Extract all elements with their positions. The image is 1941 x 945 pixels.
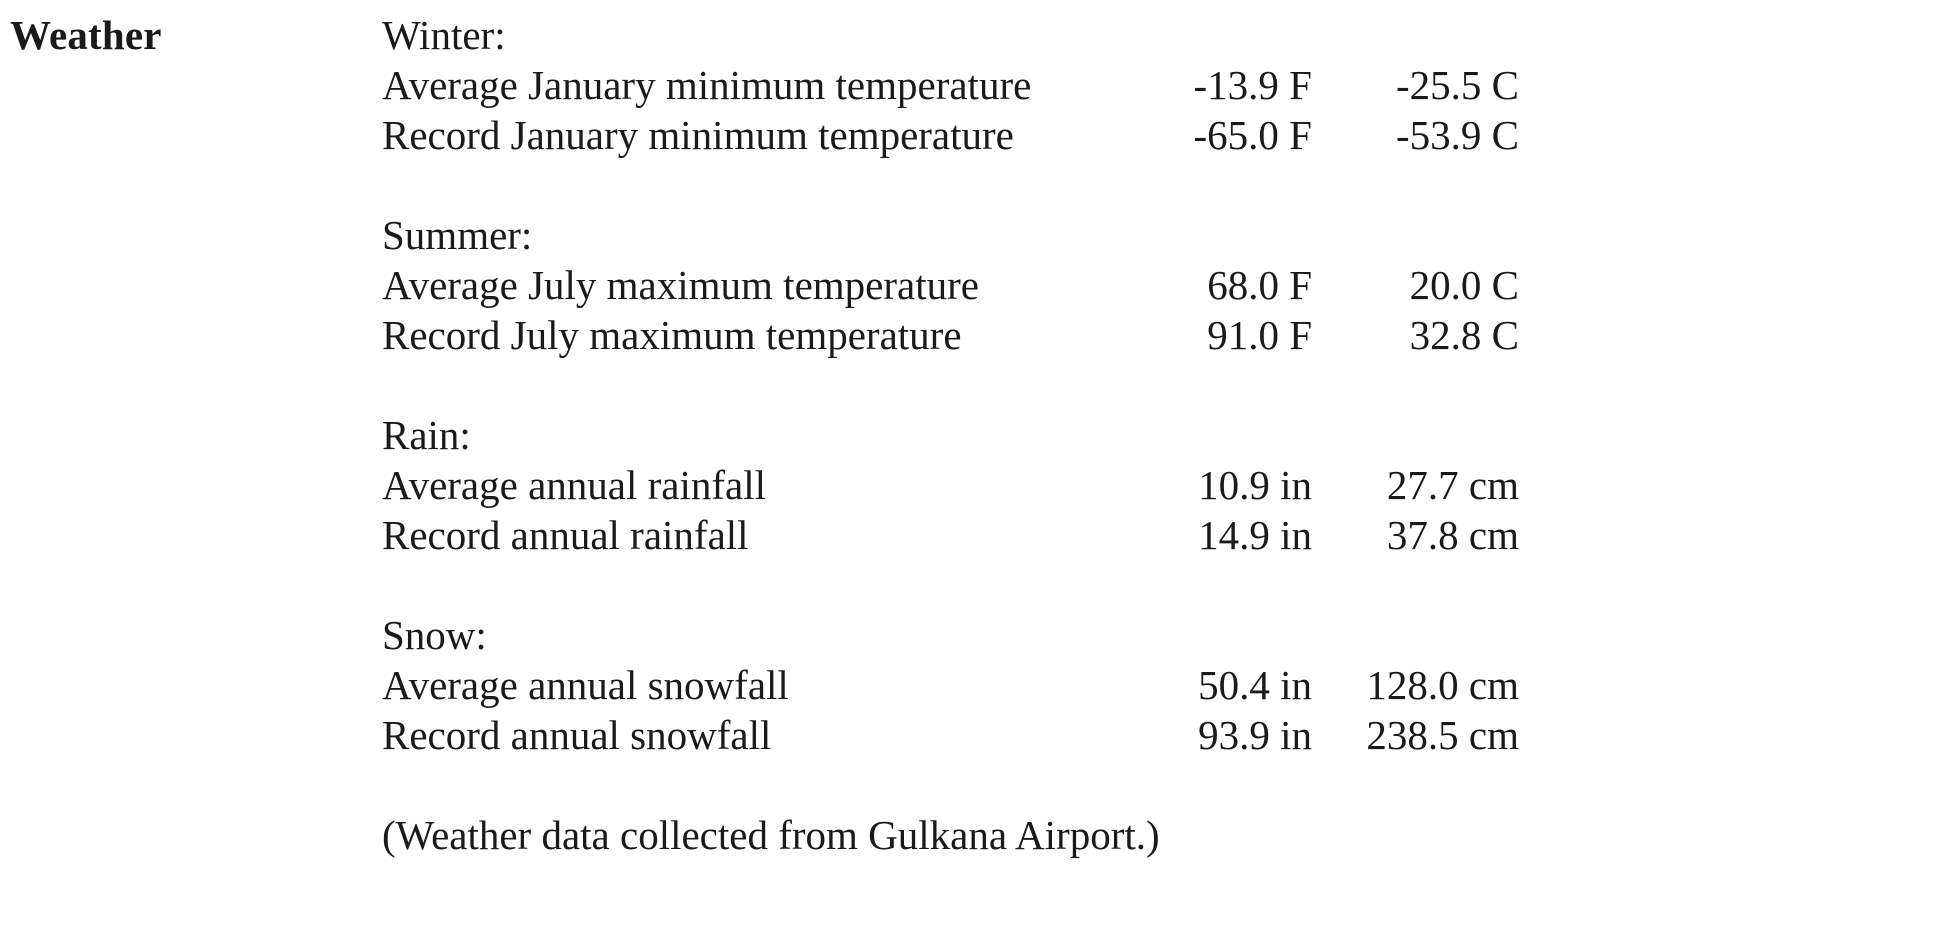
metric-value: 32.8 C [1409,312,1519,358]
imperial-value: -65.0 F [1193,112,1312,158]
imperial-value: 93.9 in [1198,712,1312,758]
group-title: Snow: [382,612,487,658]
data-row: Record July maximum temperature 91.0 F 3… [382,310,1582,360]
imperial-value: 10.9 in [1198,462,1312,508]
group-title: Winter: [382,12,506,58]
row-label: Average January minimum temperature [382,62,1032,108]
group-title: Rain: [382,412,471,458]
data-row: Average January minimum temperature -13.… [382,60,1582,110]
data-row: Record annual rainfall 14.9 in 37.8 cm [382,510,1582,560]
row-label: Record annual rainfall [382,512,749,558]
metric-value: 37.8 cm [1386,512,1519,558]
source-note: (Weather data collected from Gulkana Air… [382,812,1160,858]
metric-value: 238.5 cm [1366,712,1519,758]
rain-group: Rain: Average annual rainfall 10.9 in 27… [382,410,1582,560]
imperial-value: -13.9 F [1193,62,1312,108]
data-row: Average July maximum temperature 68.0 F … [382,260,1582,310]
imperial-value: 14.9 in [1198,512,1312,558]
row-label: Record annual snowfall [382,712,772,758]
imperial-value: 50.4 in [1198,662,1312,708]
imperial-value: 91.0 F [1207,312,1312,358]
metric-value: 20.0 C [1409,262,1519,308]
metric-value: 128.0 cm [1366,662,1519,708]
imperial-value: 68.0 F [1207,262,1312,308]
data-row: Record January minimum temperature -65.0… [382,110,1582,160]
row-label: Record July maximum temperature [382,312,962,358]
row-label: Average July maximum temperature [382,262,979,308]
row-label: Average annual rainfall [382,462,766,508]
summer-group: Summer: Average July maximum temperature… [382,210,1582,360]
section-heading: Weather [10,12,162,58]
group-title: Summer: [382,212,533,258]
metric-value: -53.9 C [1396,112,1519,158]
metric-value: -25.5 C [1396,62,1519,108]
row-label: Record January minimum temperature [382,112,1014,158]
weather-data: Winter: Average January minimum temperat… [382,10,1582,860]
data-row: Record annual snowfall 93.9 in 238.5 cm [382,710,1582,760]
data-row: Average annual rainfall 10.9 in 27.7 cm [382,460,1582,510]
data-row: Average annual snowfall 50.4 in 128.0 cm [382,660,1582,710]
row-label: Average annual snowfall [382,662,789,708]
metric-value: 27.7 cm [1386,462,1519,508]
snow-group: Snow: Average annual snowfall 50.4 in 12… [382,610,1582,760]
winter-group: Winter: Average January minimum temperat… [382,10,1582,160]
